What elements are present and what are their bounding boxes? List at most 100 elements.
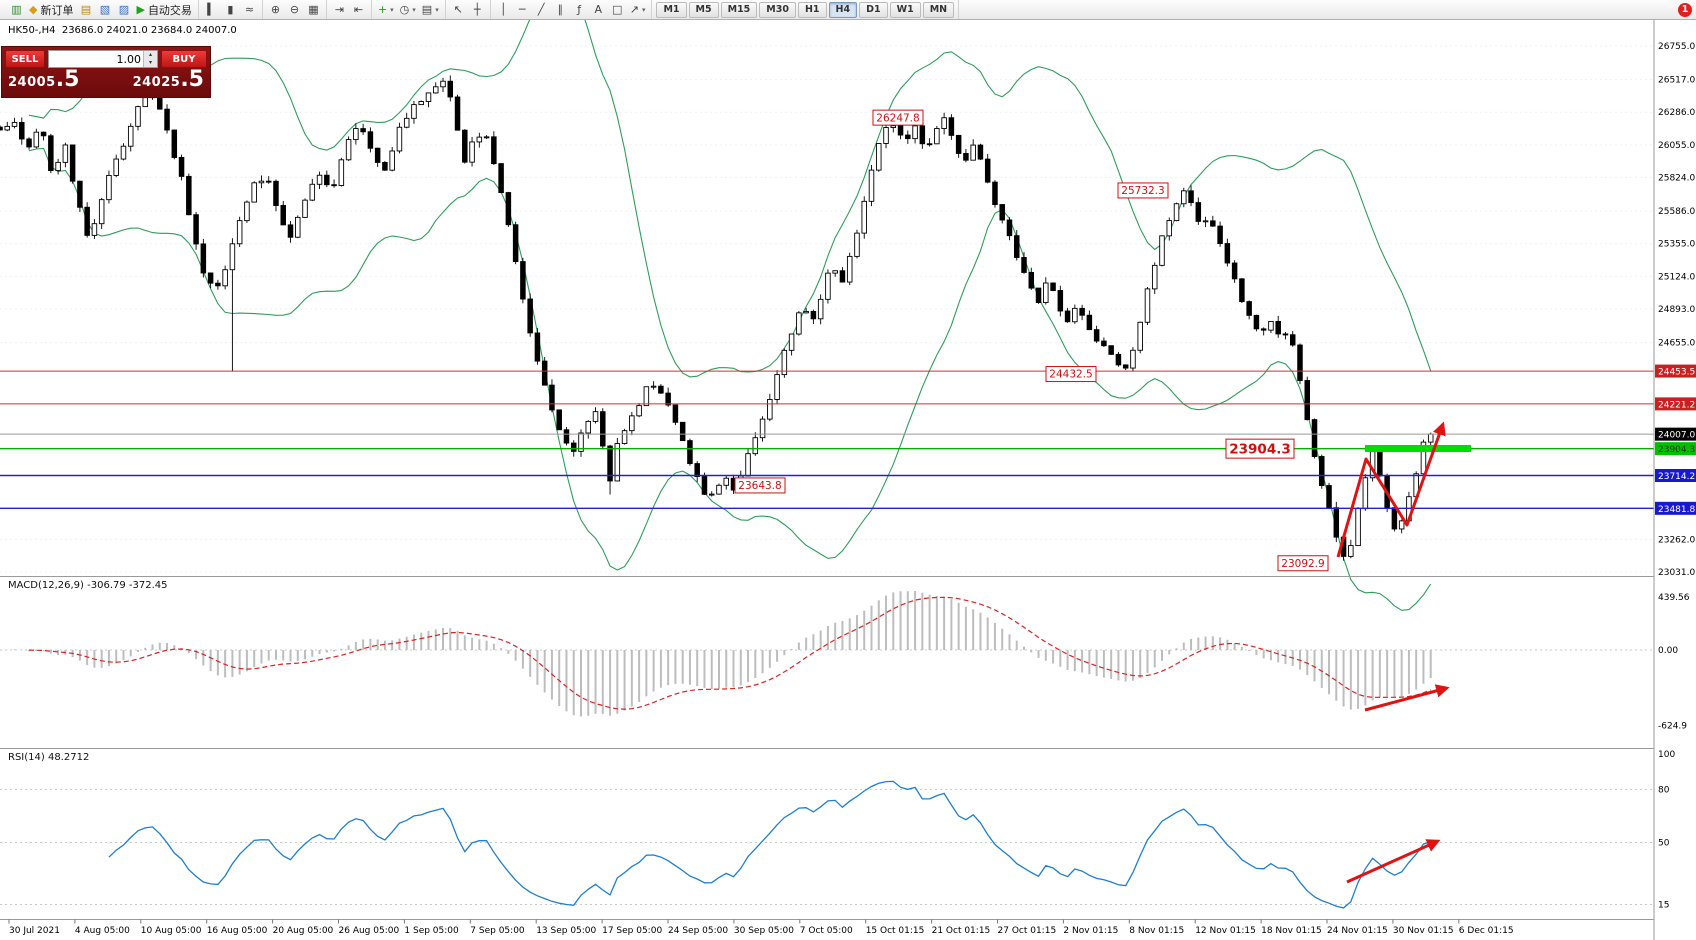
text-button[interactable]: A	[589, 1, 608, 18]
horizontal-level-lines[interactable]	[0, 370, 1654, 510]
sell-button[interactable]: SELL	[5, 50, 45, 68]
label-button[interactable]: □	[608, 1, 627, 18]
svg-text:26755.0: 26755.0	[1658, 42, 1695, 52]
svg-text:26055.0: 26055.0	[1658, 141, 1695, 151]
main-trend-arrow	[1336, 421, 1446, 558]
horizontal-line-button[interactable]: ─	[513, 1, 532, 18]
svg-text:24221.2: 24221.2	[1658, 400, 1695, 410]
templates-button[interactable]: ▤ ▾	[419, 1, 442, 18]
horizontal-line-icon: ─	[518, 3, 526, 16]
axis-price-box: 23481.8	[1655, 501, 1696, 515]
candlestick-mode-icon: ▮	[227, 3, 234, 16]
zoom-in-button[interactable]: ⊕	[266, 1, 285, 18]
buy-button[interactable]: BUY	[161, 50, 207, 68]
auto-trading-button[interactable]: ▶ 自动交易	[133, 1, 194, 18]
navigator-icon: ▨	[118, 3, 130, 16]
new-chart-button[interactable]: ▥	[7, 1, 26, 18]
price-label: 25732.3	[1117, 182, 1169, 199]
svg-text:26517.0: 26517.0	[1658, 76, 1695, 86]
svg-text:27 Oct 01:15: 27 Oct 01:15	[998, 926, 1057, 936]
svg-text:13 Sep 05:00: 13 Sep 05:00	[536, 926, 596, 936]
svg-text:15: 15	[1658, 900, 1669, 910]
sell-price: 24005 .5	[8, 67, 80, 92]
charts-window-button[interactable]: ▧	[95, 1, 114, 18]
candlestick-series[interactable]	[0, 75, 1434, 561]
market-depth-icon: ▤	[80, 3, 92, 16]
volume-input[interactable]	[49, 52, 143, 66]
market-depth-button[interactable]: ▤	[76, 1, 95, 18]
fibonacci-icon: ƒ	[577, 3, 582, 16]
indicators-button[interactable]: + ▾	[375, 1, 397, 18]
volume-decrease-button[interactable]: ▾	[144, 59, 157, 67]
notification-badge[interactable]: 1	[1678, 2, 1692, 17]
chart-shift-button[interactable]: ⇤	[349, 1, 368, 18]
timeframe-h4-button[interactable]: H4	[828, 1, 858, 18]
svg-text:25124.0: 25124.0	[1658, 272, 1695, 282]
periods-button[interactable]: ◷ ▾	[397, 1, 419, 18]
svg-text:26247.8: 26247.8	[876, 112, 919, 124]
channel-icon: ∥	[557, 3, 563, 16]
svg-text:17 Sep 05:00: 17 Sep 05:00	[602, 926, 662, 936]
dropdown-caret-icon: ▾	[641, 5, 646, 14]
zoom-out-icon: ⊖	[289, 3, 300, 16]
price-label: 24432.5	[1045, 366, 1097, 383]
channel-button[interactable]: ∥	[551, 1, 570, 18]
new-order-button[interactable]: ◆ 新订单	[26, 1, 76, 18]
toolbar-group: ▥ ◆ 新订单 ▤ ▧ ▨ ▶ 自动交易	[4, 0, 199, 19]
axis-price-box: 24007.0	[1655, 427, 1696, 441]
zoom-out-button[interactable]: ⊖	[285, 1, 304, 18]
svg-text:25586.0: 25586.0	[1658, 207, 1695, 217]
volume-field: ▴ ▾	[48, 50, 158, 68]
crosshair-button[interactable]: ┼	[468, 1, 487, 18]
timeframe-group: M1 M5 M15 M30 H1 H4 D1 W1 MN	[652, 0, 960, 19]
timeframe-w1-button[interactable]: W1	[889, 1, 921, 18]
cursor-button[interactable]: ↖	[449, 1, 468, 18]
navigator-button[interactable]: ▨	[114, 1, 133, 18]
charts-window-icon: ▧	[99, 3, 111, 16]
vertical-line-icon: │	[499, 3, 507, 16]
svg-text:25355.0: 25355.0	[1658, 240, 1695, 250]
new-order-icon: ◆	[29, 3, 38, 16]
rsi-indicator-label: RSI(14) 48.2712	[8, 752, 90, 763]
svg-text:50: 50	[1658, 839, 1670, 849]
svg-text:23031.0: 23031.0	[1658, 568, 1695, 578]
vertical-line-button[interactable]: │	[494, 1, 513, 18]
timeframe-m15-button[interactable]: M15	[720, 1, 758, 18]
svg-text:23092.9: 23092.9	[1281, 558, 1324, 570]
arrows-button[interactable]: ↗ ▾	[627, 1, 649, 18]
timeframe-mn-button[interactable]: MN	[922, 1, 955, 18]
toolbar-group: ⊕ ⊖ ▦	[263, 0, 327, 19]
line-chart-mode-button[interactable]: ≈	[240, 1, 259, 18]
fibonacci-button[interactable]: ƒ	[570, 1, 589, 18]
price-label: 26247.8	[872, 109, 924, 126]
svg-text:23904.3: 23904.3	[1658, 445, 1695, 455]
cursor-icon: ↖	[453, 3, 463, 16]
bollinger-bands	[28, 0, 1432, 611]
svg-text:23643.8: 23643.8	[738, 480, 781, 492]
macd-indicator-label: MACD(12,26,9) -306.79 -372.45	[8, 580, 168, 591]
one-click-trading-panel: SELL ▴ ▾ BUY 24005 .5 24025 .5	[1, 46, 211, 98]
timeframe-m30-button[interactable]: M30	[759, 1, 796, 18]
svg-text:30 Sep 05:00: 30 Sep 05:00	[734, 926, 794, 936]
auto-scroll-button[interactable]: ⇥	[330, 1, 349, 18]
timeframe-m1-button[interactable]: M1	[656, 1, 687, 18]
volume-increase-button[interactable]: ▴	[144, 51, 157, 59]
new-order-label: 新订单	[40, 3, 74, 17]
candlestick-mode-button[interactable]: ▮	[221, 1, 240, 18]
svg-text:23481.8: 23481.8	[1658, 505, 1695, 515]
svg-text:439.56: 439.56	[1658, 593, 1690, 603]
svg-text:0.00: 0.00	[1658, 646, 1678, 656]
svg-text:100: 100	[1658, 750, 1675, 760]
svg-text:-624.9: -624.9	[1658, 722, 1687, 732]
timeframe-d1-button[interactable]: D1	[859, 1, 888, 18]
svg-text:25732.3: 25732.3	[1121, 185, 1164, 197]
chart-window-title: HK50-,H4 23686.0 24021.0 23684.0 24007.0	[8, 25, 237, 36]
timeframe-h1-button[interactable]: H1	[797, 1, 827, 18]
svg-text:24007.0: 24007.0	[1658, 431, 1695, 441]
timeframe-m5-button[interactable]: M5	[688, 1, 719, 18]
tile-windows-button[interactable]: ▦	[304, 1, 323, 18]
rsi-panel	[0, 780, 1654, 909]
trendline-button[interactable]: ╱	[532, 1, 551, 18]
bar-chart-mode-button[interactable]: ▍	[202, 1, 221, 18]
